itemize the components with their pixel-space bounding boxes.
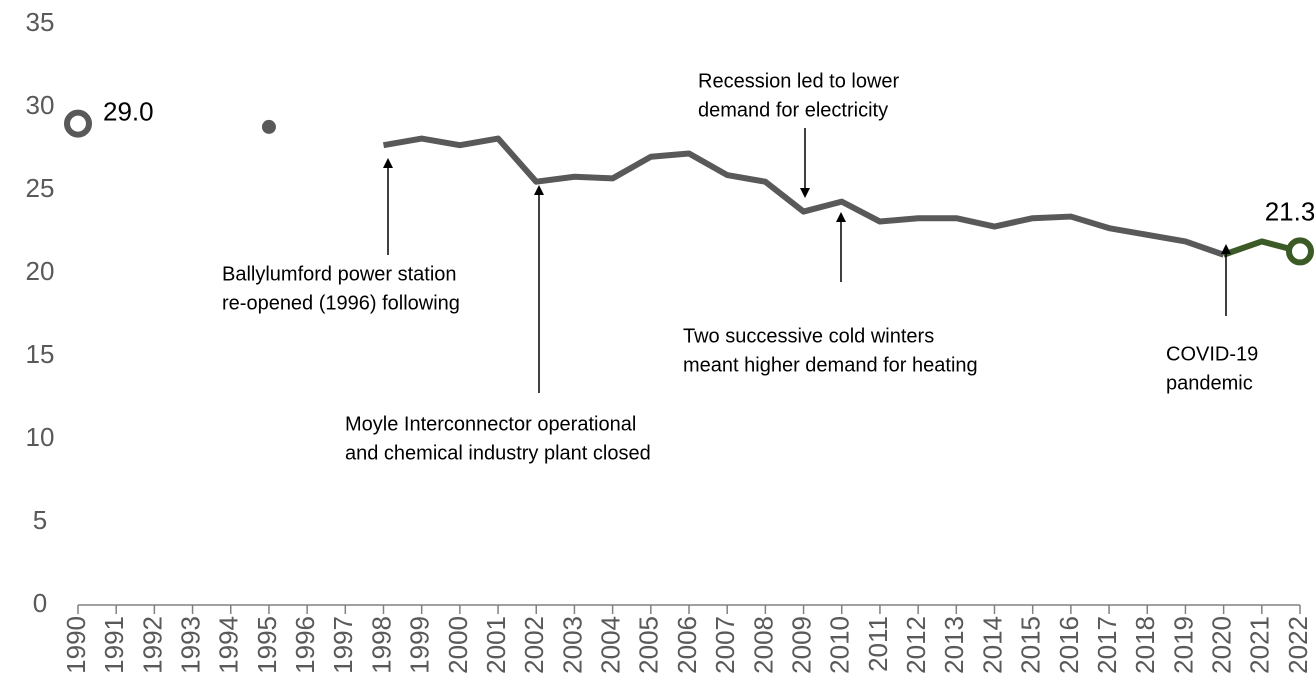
- annotation: Moyle Interconnector operational: [345, 413, 636, 435]
- x-tick-label: 2018: [1130, 616, 1160, 674]
- value-label: 21.3: [1265, 196, 1314, 226]
- annotation: Ballylumford power station: [222, 263, 457, 285]
- x-tick-label: 2007: [710, 616, 740, 674]
- x-tick-label: 2019: [1168, 616, 1198, 674]
- annotation: demand for electricity: [698, 99, 888, 121]
- x-tick-label: 2001: [481, 616, 511, 674]
- x-tick-label: 2011: [863, 616, 893, 672]
- x-tick-label: 2010: [825, 616, 855, 674]
- annotation: pandemic: [1166, 372, 1253, 394]
- x-tick-label: 2006: [672, 616, 702, 674]
- x-tick-label: 1996: [290, 616, 320, 674]
- x-tick-label: 2004: [596, 616, 626, 674]
- x-tick-label: 1994: [214, 616, 244, 674]
- x-tick-label: 2021: [1245, 616, 1275, 674]
- y-tick-label: 10: [26, 422, 55, 452]
- x-tick-label: 1999: [405, 616, 435, 674]
- annotation: Recession led to lower: [698, 70, 900, 92]
- x-tick-label: 2000: [443, 616, 473, 674]
- annotation: Two successive cold winters: [683, 325, 934, 347]
- y-tick-label: 15: [26, 339, 55, 369]
- x-tick-label: 2017: [1092, 616, 1122, 674]
- value-label: 29.0: [103, 96, 154, 126]
- y-tick-label: 5: [33, 505, 47, 535]
- x-tick-label: 2015: [1016, 616, 1046, 674]
- point: [261, 119, 276, 134]
- end-marker: [1286, 237, 1314, 266]
- x-tick-label: 1995: [252, 616, 282, 674]
- x-tick-label: 1990: [61, 616, 91, 674]
- x-tick-label: 1997: [328, 616, 358, 674]
- y-tick-label: 20: [26, 256, 55, 286]
- x-tick-label: 2020: [1207, 616, 1237, 674]
- y-tick-label: 35: [26, 7, 55, 37]
- x-tick-label: 2002: [519, 616, 549, 674]
- annotation: COVID-19: [1166, 343, 1258, 365]
- y-tick-label: 0: [33, 588, 47, 618]
- x-tick-label: 2005: [634, 616, 664, 674]
- x-tick-label: 2016: [1054, 616, 1084, 674]
- x-tick-label: 1992: [137, 616, 167, 674]
- y-tick-label: 25: [26, 173, 55, 203]
- x-tick-label: 1991: [99, 616, 129, 674]
- x-tick-label: 2009: [786, 616, 816, 674]
- x-tick-label: 2012: [901, 616, 931, 674]
- x-tick-label: 2022: [1283, 616, 1313, 674]
- y-tick-label: 30: [26, 90, 55, 120]
- x-tick-label: 2003: [557, 616, 587, 674]
- annotation: meant higher demand for heating: [683, 354, 978, 376]
- x-tick-label: 1993: [175, 616, 205, 674]
- line: [382, 135, 1225, 258]
- annotation: re-opened (1996) following: [222, 292, 460, 314]
- end-marker: [64, 109, 92, 138]
- x-tick-label: 2008: [748, 616, 778, 674]
- x-tick-label: 1998: [366, 616, 396, 674]
- x-tick-label: 2014: [977, 616, 1007, 674]
- x-tick-label: 2013: [939, 616, 969, 674]
- annotation: and chemical industry plant closed: [345, 442, 651, 464]
